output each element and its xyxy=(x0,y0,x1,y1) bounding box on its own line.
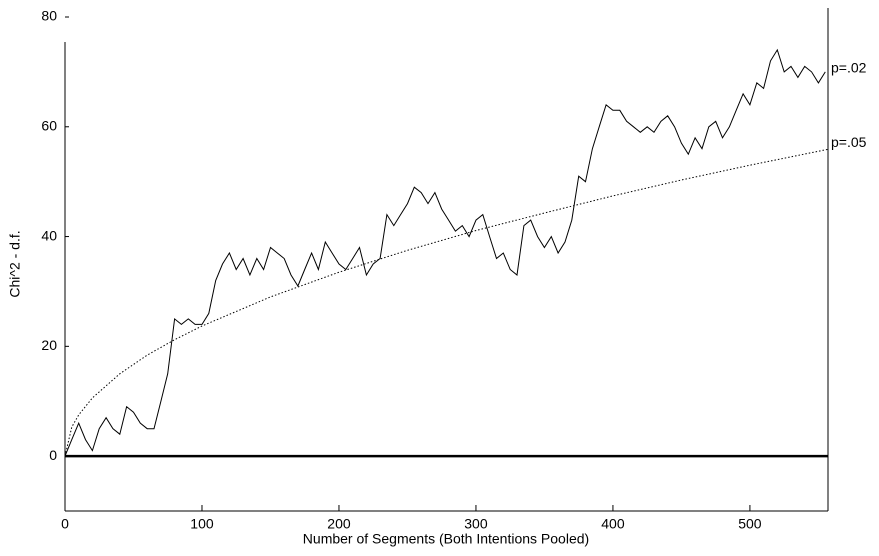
y-tick-label: 40 xyxy=(41,227,57,243)
x-axis-label: Number of Segments (Both Intentions Pool… xyxy=(303,531,589,547)
y-tick-label: 80 xyxy=(41,8,57,24)
x-tick-label: 100 xyxy=(190,516,214,532)
x-tick-label: 400 xyxy=(601,516,625,532)
y-tick-label: 60 xyxy=(41,117,57,133)
series-line xyxy=(64,48,826,457)
y-tick-label: 20 xyxy=(41,337,57,353)
series-line xyxy=(64,148,829,457)
y-axis-label: Chi^2 - d.f. xyxy=(7,230,23,297)
x-tick-label: 0 xyxy=(61,516,69,532)
annotation: p=.02 xyxy=(831,60,867,76)
x-tick-label: 200 xyxy=(327,516,351,532)
series-label: p=.05 xyxy=(831,134,867,150)
x-tick-label: 500 xyxy=(738,516,762,532)
x-tick-label: 300 xyxy=(464,516,488,532)
y-tick-label: 0 xyxy=(49,447,57,463)
